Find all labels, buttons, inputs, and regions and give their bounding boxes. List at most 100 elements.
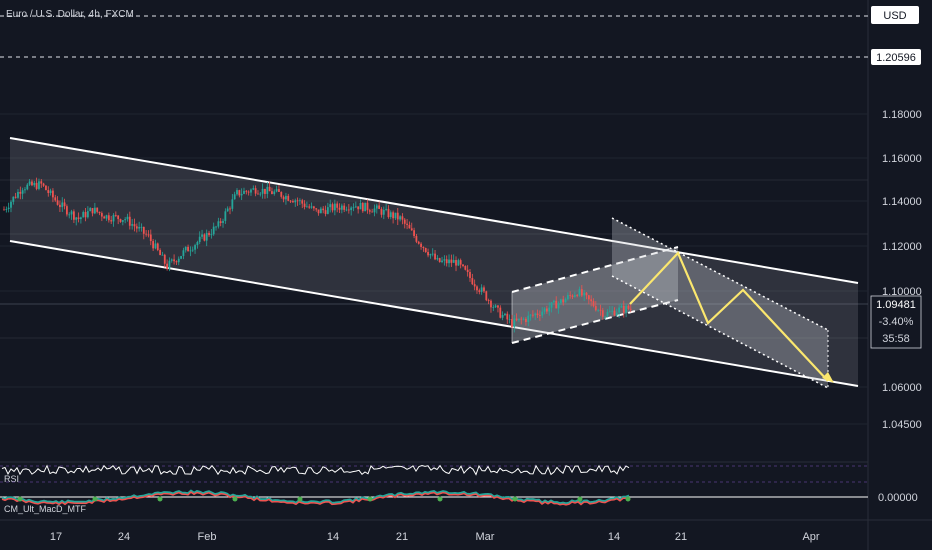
candle-body xyxy=(131,224,134,226)
candle-body xyxy=(357,206,360,210)
candle-body xyxy=(592,301,595,307)
time-axis[interactable]: 17 24 Feb 14 21 Mar 14 21 Apr xyxy=(50,531,820,543)
drawings-layer[interactable] xyxy=(0,15,868,425)
candle-body xyxy=(557,303,560,309)
candle-body xyxy=(541,311,544,316)
candle-body xyxy=(601,310,604,317)
candle-body xyxy=(545,308,548,312)
candle-body xyxy=(368,210,371,212)
candle-body xyxy=(394,212,397,219)
macd-cross-dot xyxy=(297,496,303,502)
candle-body xyxy=(12,196,15,202)
projection-channel-upper xyxy=(611,217,829,331)
time-tick-label: 24 xyxy=(118,531,130,543)
candle-body xyxy=(522,318,525,320)
candle-body xyxy=(107,215,110,221)
candle-body xyxy=(61,202,64,208)
candle-body xyxy=(24,189,26,191)
macd-value-badge: 0.00000 xyxy=(878,492,918,504)
candle-body xyxy=(79,217,82,220)
candle-body xyxy=(77,217,80,220)
currency-badge[interactable]: USD xyxy=(871,6,919,24)
candle-body xyxy=(326,207,329,214)
candle-body xyxy=(403,219,406,224)
candle-body xyxy=(240,193,243,196)
projection-layer[interactable] xyxy=(629,251,834,383)
candle-body xyxy=(52,190,54,198)
candle-body xyxy=(278,189,280,192)
candle-body xyxy=(308,206,311,208)
candle-body xyxy=(224,211,227,221)
candle-body xyxy=(312,206,315,209)
candle-body xyxy=(184,246,187,251)
candle-body xyxy=(194,245,196,250)
candle-body xyxy=(490,300,492,308)
candle-body xyxy=(555,300,558,309)
candle-body xyxy=(271,191,273,194)
candle-body xyxy=(236,190,238,195)
candle-body xyxy=(296,200,299,202)
candle-body xyxy=(75,217,78,220)
macd-cross-dot xyxy=(577,496,583,502)
candle-body xyxy=(250,189,252,193)
channel-upper-line xyxy=(9,137,859,284)
candle-body xyxy=(63,202,66,207)
candle-body xyxy=(96,207,99,212)
candle-body xyxy=(382,209,385,215)
candle-body xyxy=(627,305,630,309)
candle-body xyxy=(587,295,590,300)
price-axis[interactable]: 1.18000 1.16000 1.14000 1.12000 1.10000 1.060… xyxy=(882,109,922,431)
candle-body xyxy=(599,309,602,311)
candle-body xyxy=(513,318,516,327)
candle-body xyxy=(59,204,61,208)
candle-body xyxy=(126,216,129,220)
rising-channel-upper xyxy=(511,246,679,293)
candle-body xyxy=(56,200,59,205)
candle-body xyxy=(273,191,276,194)
candle-body xyxy=(408,224,411,229)
candle-body xyxy=(436,258,439,260)
candle-body xyxy=(324,210,327,214)
candle-body xyxy=(142,226,145,234)
candle-body xyxy=(604,316,607,318)
candle-body xyxy=(597,309,600,311)
candle-body xyxy=(354,206,357,208)
time-tick-label: 14 xyxy=(327,531,339,543)
candle-body xyxy=(443,259,446,261)
indicators-panel: RSI CM_Ult_MacD_MTF xyxy=(0,464,868,514)
candle-body xyxy=(424,247,427,253)
candle-body xyxy=(254,188,257,194)
candle-body xyxy=(7,207,10,210)
candle-body xyxy=(448,259,450,264)
candle-body xyxy=(625,305,628,313)
candle-body xyxy=(306,206,308,208)
candle-body xyxy=(361,203,364,212)
candle-body xyxy=(504,313,506,315)
candle-body xyxy=(117,215,120,220)
candle-body xyxy=(562,299,565,303)
candle-body xyxy=(303,203,306,207)
time-tick-label: Apr xyxy=(802,531,819,543)
candle-body xyxy=(285,195,287,200)
candle-body xyxy=(168,260,171,269)
candle-body xyxy=(275,189,278,192)
candle-body xyxy=(366,202,369,211)
level-price-text: 1.20596 xyxy=(876,52,916,64)
candle-body xyxy=(145,233,148,235)
candle-body xyxy=(282,196,285,200)
candle-body xyxy=(103,216,106,219)
candle-body xyxy=(518,318,520,321)
candle-body xyxy=(536,313,539,315)
candle-body xyxy=(252,188,255,190)
candle-body xyxy=(508,319,511,320)
candle-body xyxy=(494,305,497,308)
candle-body xyxy=(156,243,159,251)
candle-body xyxy=(310,206,313,208)
candle-body xyxy=(499,307,502,318)
candle-body xyxy=(387,208,390,218)
macd-cross-dot xyxy=(157,496,163,502)
candle-body xyxy=(28,181,31,185)
price-tick-label: 1.16000 xyxy=(882,153,922,165)
candle-body xyxy=(280,191,283,197)
